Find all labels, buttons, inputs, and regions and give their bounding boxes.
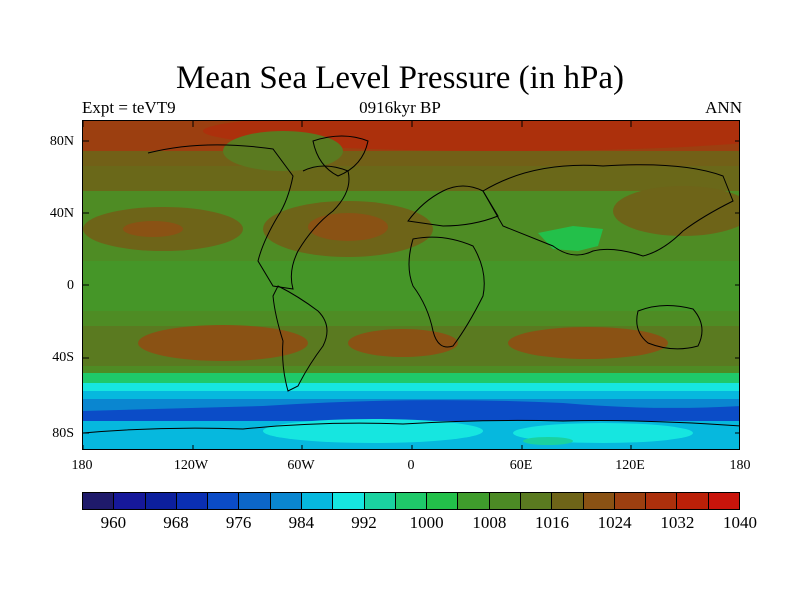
colorbar-label: 1008 <box>472 513 507 532</box>
north-pacific-high-core <box>123 221 183 237</box>
colorbar <box>82 492 740 510</box>
colorbar-bin <box>145 493 177 509</box>
colorbar-bin <box>458 493 490 509</box>
lat-tick-0: 0 <box>67 278 74 293</box>
colorbar-label: 992 <box>351 513 377 532</box>
colorbar-label: 1032 <box>660 513 695 532</box>
coast-europe <box>407 185 499 227</box>
lat-tick-80n: 80N <box>49 134 74 149</box>
colorbar-bin <box>708 493 739 509</box>
lon-tick-60e: 60E <box>509 458 533 473</box>
colorbar-bin <box>520 493 553 509</box>
colorbar-bin <box>333 493 365 509</box>
lon-tick-60w: 60W <box>287 458 315 473</box>
coast-south-america <box>272 285 328 392</box>
experiment-label: Expt = teVT9 <box>82 98 176 117</box>
colorbar-label: 984 <box>288 513 315 532</box>
colorbar-bin <box>364 493 396 509</box>
plot-title: Mean Sea Level Pressure (in hPa) <box>175 60 625 96</box>
coast-greenland <box>312 135 369 177</box>
coast-australia <box>636 305 703 350</box>
colorbar-bin <box>208 493 240 509</box>
tropical-band <box>83 261 739 311</box>
lon-tick-120w: 120W <box>173 458 209 473</box>
colorbar-bin <box>489 493 521 509</box>
north-atlantic-high-core <box>308 213 388 241</box>
colorbar-bin <box>646 493 678 509</box>
colorbar-bin <box>83 493 115 509</box>
pressure-map <box>82 120 740 450</box>
map-ticks <box>83 121 739 449</box>
colorbar-label: 1016 <box>535 513 569 532</box>
coast-africa <box>408 236 485 348</box>
greenland-low <box>223 131 343 171</box>
band-1008 <box>83 373 739 383</box>
colorbar-bin <box>614 493 647 509</box>
coast-asia <box>482 164 734 257</box>
colorbar-bin <box>301 493 334 509</box>
band-1000 <box>83 383 739 391</box>
lat-tick-40n: 40N <box>49 206 74 221</box>
season-label: ANN <box>705 98 742 117</box>
indian-ocean-high <box>508 327 668 359</box>
south-atlantic-high <box>348 329 458 357</box>
colorbar-bin <box>239 493 271 509</box>
colorbar-label: 968 <box>163 513 189 532</box>
colorbar-label: 960 <box>100 513 127 532</box>
lon-tick-180w: 180 <box>71 458 93 473</box>
asia-high <box>613 186 739 236</box>
coastlines <box>83 135 739 434</box>
lon-tick-0: 0 <box>407 458 415 473</box>
south-pacific-high <box>138 325 308 361</box>
antarctic-low-a <box>263 419 483 443</box>
lon-tick-180e: 180 <box>729 458 751 473</box>
colorbar-bin <box>427 493 459 509</box>
asian-monsoon-low <box>538 226 603 251</box>
lat-tick-40s: 40S <box>52 350 74 365</box>
colorbar-label: 976 <box>225 513 252 532</box>
colorbar-label: 1024 <box>597 513 632 532</box>
band-992 <box>83 391 739 399</box>
coast-antarctica <box>83 419 739 434</box>
colorbar-bin <box>552 493 584 509</box>
antarctic-spot <box>523 437 573 445</box>
colorbar-label: 1000 <box>409 513 444 532</box>
colorbar-bin <box>583 493 615 509</box>
colorbar-bin <box>270 493 302 509</box>
colorbar-bin <box>677 493 709 509</box>
colorbar-bin <box>114 493 146 509</box>
arctic-mid-band <box>83 151 739 191</box>
lat-tick-80s: 80S <box>52 426 74 441</box>
colorbar-bin <box>395 493 428 509</box>
colorbar-bin <box>176 493 209 509</box>
southern-ocean-trough <box>83 400 739 421</box>
lon-tick-120e: 120E <box>615 458 645 473</box>
time-label: 0916kyr BP <box>359 98 441 117</box>
coast-north-america <box>147 144 350 290</box>
colorbar-label: 1040 <box>723 513 757 532</box>
